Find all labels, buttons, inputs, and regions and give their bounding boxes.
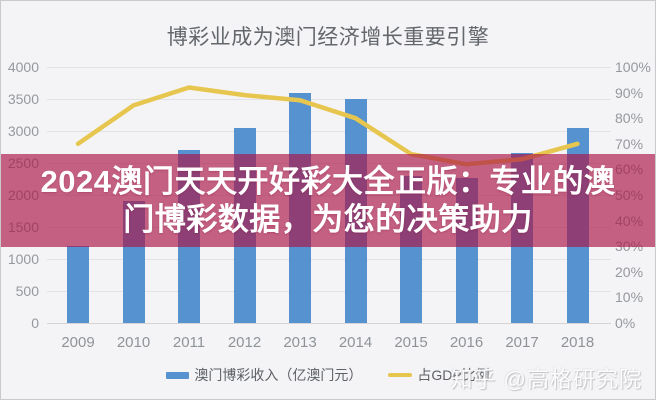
y-axis-left-tick-label: 4000 bbox=[7, 59, 39, 75]
gridline bbox=[47, 323, 611, 324]
y-axis-right-tick-label: 10% bbox=[615, 289, 644, 306]
y-axis-left-tick-label: 1000 bbox=[7, 251, 39, 267]
legend-bar-label: 澳门博彩收入（亿澳门元） bbox=[194, 367, 363, 383]
promo-banner-line2: 门博彩数据，为您的决策助力 bbox=[123, 201, 533, 237]
x-axis-label-2016: 2016 bbox=[449, 334, 484, 351]
y-axis-right-tick-label: 20% bbox=[615, 263, 644, 280]
y-axis-right-tick-label: 70% bbox=[615, 135, 644, 152]
gridline bbox=[47, 67, 611, 68]
x-axis-label-2011: 2011 bbox=[172, 334, 206, 351]
x-axis-label-2015: 2015 bbox=[394, 334, 428, 351]
y-axis-right-tick-label: 100% bbox=[615, 59, 651, 75]
x-axis-label-2014: 2014 bbox=[338, 334, 373, 351]
legend: 澳门博彩收入（亿澳门元） 占GDP比例 bbox=[1, 365, 655, 385]
legend-item-gdp-share: 占GDP比例 bbox=[388, 365, 490, 385]
promo-banner-overlay: 2024澳门天天开好彩大全正版：专业的澳 门博彩数据，为您的决策助力 bbox=[1, 154, 655, 247]
y-axis-left-tick-label: 0 bbox=[31, 315, 39, 331]
chart-title: 博彩业成为澳门经济增长重要引擎 bbox=[166, 26, 490, 49]
y-axis-right-tick-label: 0% bbox=[615, 315, 636, 331]
y-axis-left-tick-label: 3500 bbox=[7, 91, 39, 107]
legend-item-revenue: 澳门博彩收入（亿澳门元） bbox=[166, 365, 362, 385]
y-axis-left-tick-label: 3000 bbox=[7, 123, 39, 139]
x-axis-label-2010: 2010 bbox=[116, 334, 151, 351]
watermark-zhihu: 知乎 @高格研究院 bbox=[450, 367, 642, 392]
legend-line-swatch bbox=[388, 373, 413, 377]
x-axis-label-2012: 2012 bbox=[227, 334, 262, 351]
gridline bbox=[47, 99, 611, 100]
y-axis-left-tick-label: 500 bbox=[15, 283, 39, 299]
promo-banner-line1: 2024澳门天天开好彩大全正版：专业的澳 bbox=[40, 163, 616, 199]
gridline bbox=[47, 291, 611, 292]
x-axis-label-2013: 2013 bbox=[283, 334, 317, 351]
x-axis-label-2017: 2017 bbox=[505, 334, 539, 351]
legend-bar-swatch bbox=[166, 371, 190, 379]
y-axis-right-tick-label: 80% bbox=[615, 110, 644, 127]
gridline bbox=[47, 131, 611, 132]
bar-2009 bbox=[67, 246, 89, 323]
gridline bbox=[47, 259, 611, 260]
legend-line-label: 占GDP比例 bbox=[417, 367, 490, 383]
x-axis-label-2009: 2009 bbox=[61, 334, 95, 351]
x-axis-label-2018: 2018 bbox=[560, 334, 595, 351]
y-axis-right-tick-label: 90% bbox=[615, 84, 644, 101]
